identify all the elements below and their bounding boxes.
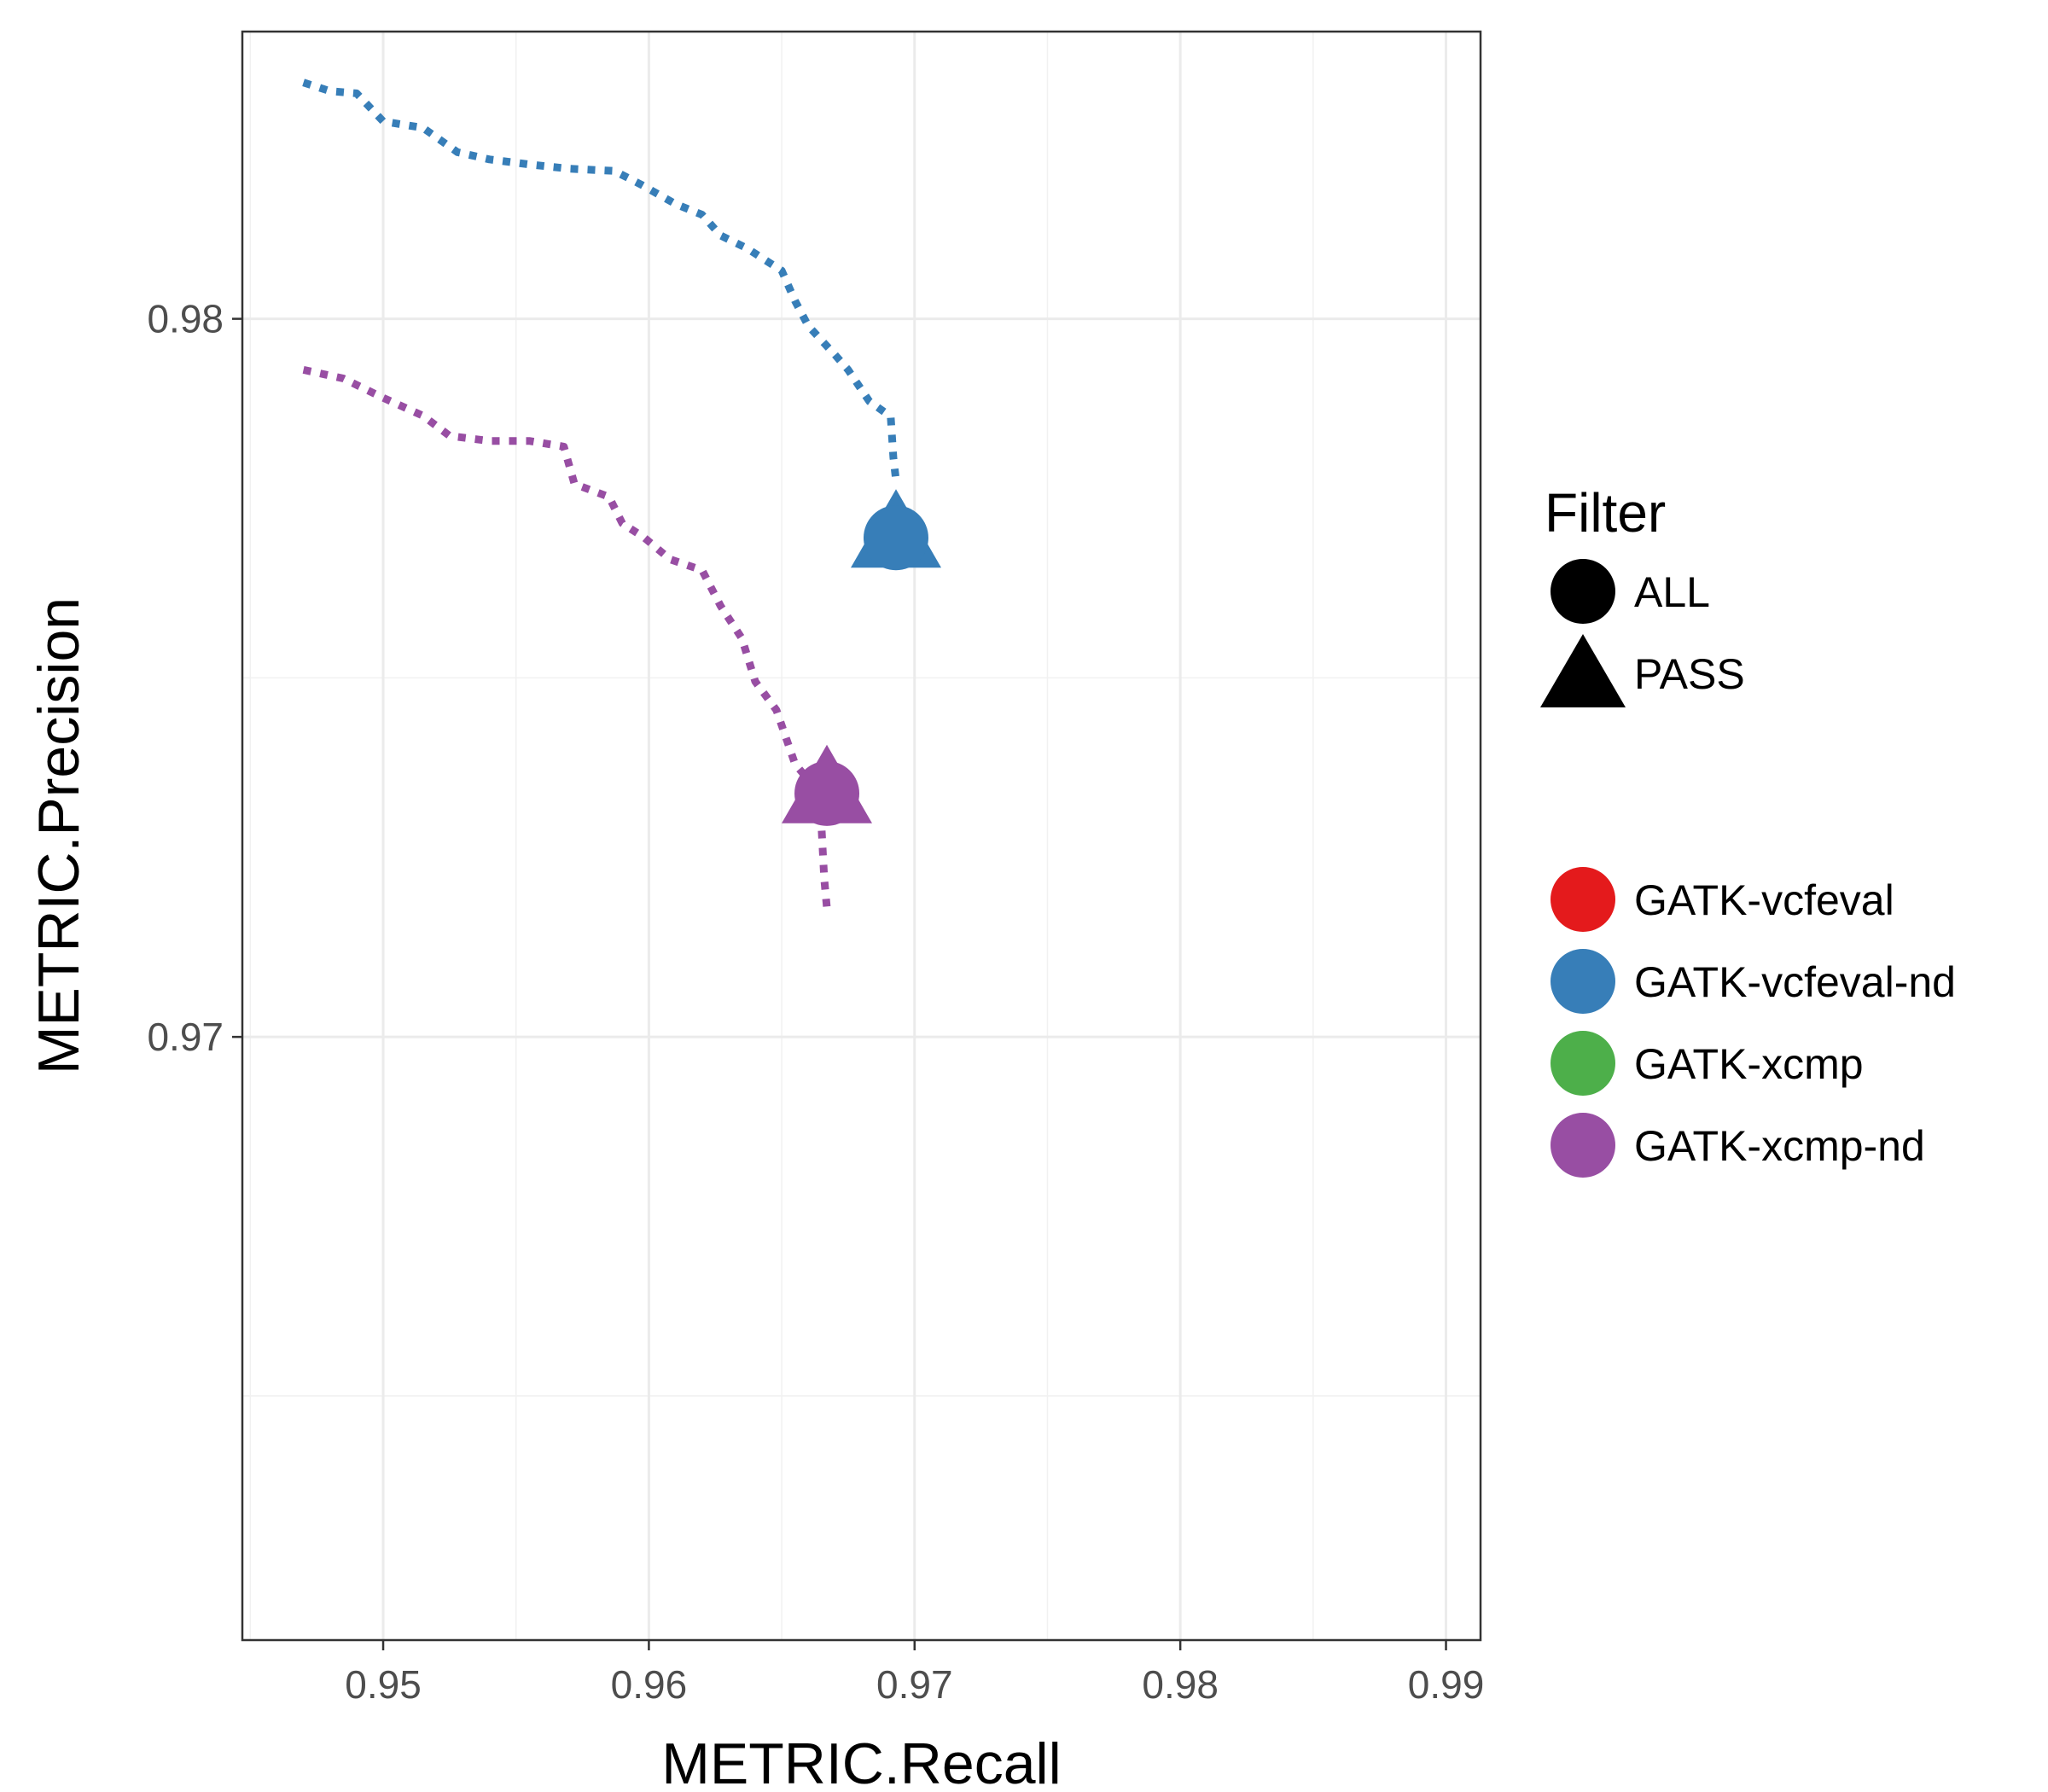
legend-label: GATK-vcfeval-nd <box>1634 958 1956 1006</box>
x-axis-title: METRIC.Recall <box>661 1731 1062 1792</box>
legend-title-filter: Filter <box>1545 482 1666 544</box>
x-tick-label: 0.99 <box>1408 1662 1485 1707</box>
legend: Filter ALL PASS GATK-vcfeval GATK-vcfeval-… <box>1540 482 1956 1178</box>
x-tick-label: 0.95 <box>345 1662 422 1707</box>
series-points <box>782 489 941 826</box>
series-line <box>302 366 831 909</box>
x-tick-label: 0.97 <box>876 1662 953 1707</box>
legend-label: GATK-xcmp-nd <box>1634 1122 1925 1170</box>
series-lines <box>302 79 900 909</box>
legend-label: ALL <box>1634 568 1710 616</box>
x-axis: 0.95 0.96 0.97 0.98 0.99 <box>345 1640 1484 1707</box>
y-axis-title: METRIC.Precision <box>26 597 91 1074</box>
y-axis: 0.97 0.98 <box>147 297 242 1059</box>
grid-major <box>242 32 1481 1640</box>
legend-key-triangle <box>1540 634 1626 707</box>
x-tick-label: 0.98 <box>1142 1662 1219 1707</box>
plot-border <box>241 30 1482 1642</box>
y-tick-label: 0.98 <box>147 297 224 341</box>
series-line <box>302 79 900 481</box>
legend-key-color <box>1551 867 1615 932</box>
legend-label: GATK-xcmp <box>1634 1040 1864 1088</box>
shape-legend-items: ALL PASS <box>1540 559 1745 707</box>
legend-key-circle <box>1551 559 1615 624</box>
x-tick-label: 0.96 <box>611 1662 688 1707</box>
legend-key-color <box>1551 949 1615 1014</box>
legend-key-color <box>1551 1113 1615 1178</box>
all-point-circle <box>794 760 860 826</box>
color-legend-items: GATK-vcfeval GATK-vcfeval-nd GATK-xcmp GATK… <box>1551 867 1956 1178</box>
grid-minor <box>242 32 1481 1640</box>
legend-label: PASS <box>1634 650 1745 698</box>
legend-key-color <box>1551 1031 1615 1096</box>
y-tick-label: 0.97 <box>147 1015 224 1059</box>
legend-label: GATK-vcfeval <box>1634 876 1894 924</box>
all-point-circle <box>863 505 928 571</box>
